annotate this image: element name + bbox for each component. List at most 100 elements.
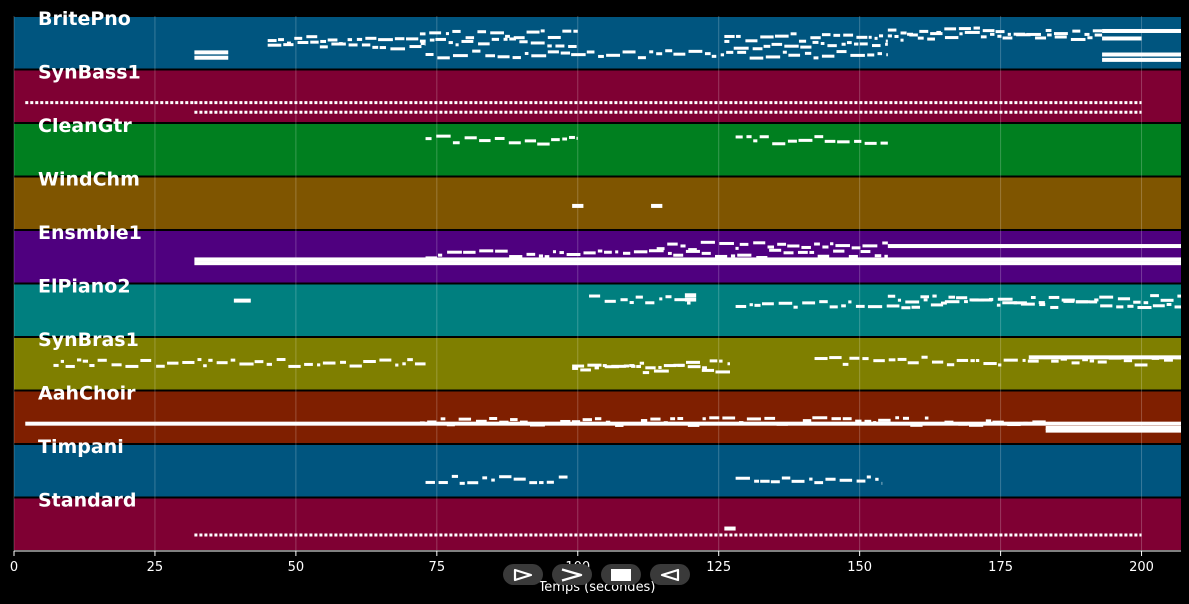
note: [860, 250, 871, 254]
note: [649, 50, 654, 54]
note: [479, 139, 491, 143]
note: [288, 364, 301, 368]
note: [992, 420, 1004, 424]
note: [505, 34, 510, 38]
note: [907, 361, 919, 365]
note: [817, 254, 830, 258]
note: [933, 422, 943, 426]
note: [798, 138, 813, 142]
note: [902, 416, 910, 420]
note: [25, 421, 1181, 426]
note: [833, 33, 841, 37]
note: [1127, 304, 1134, 308]
note: [665, 295, 672, 299]
note: [930, 32, 943, 36]
note: [746, 135, 752, 139]
note: [749, 56, 764, 60]
note: [1054, 35, 1067, 39]
note: [378, 38, 393, 42]
note: [459, 481, 465, 485]
fast-forward-button[interactable]: [552, 564, 592, 585]
note: [1030, 295, 1036, 299]
note: [620, 298, 628, 302]
note: [425, 256, 438, 260]
note: [140, 358, 152, 362]
note: [1002, 36, 1013, 40]
note: [1048, 295, 1060, 299]
note: [970, 359, 975, 363]
note: [472, 49, 481, 53]
note: [887, 294, 896, 298]
note: [372, 45, 379, 49]
note: [776, 422, 788, 426]
note: [547, 50, 559, 54]
note: [547, 35, 561, 39]
note: [479, 249, 494, 253]
note: [1177, 294, 1181, 298]
note: [491, 37, 500, 41]
note: [715, 370, 730, 374]
note: [409, 45, 422, 49]
note: [286, 41, 291, 45]
note: [322, 361, 336, 365]
note: [562, 137, 568, 141]
note: [425, 53, 434, 57]
note: [530, 41, 545, 45]
note: [746, 417, 761, 421]
note: [526, 30, 540, 34]
note: [604, 299, 616, 303]
note: [820, 41, 825, 45]
note: [629, 364, 635, 368]
note: [598, 54, 604, 58]
note: [801, 245, 811, 249]
note: [753, 139, 758, 143]
note: [980, 298, 993, 302]
note: [837, 140, 850, 144]
note: [851, 246, 861, 250]
note: [436, 134, 451, 138]
x-tick-label: 75: [429, 560, 446, 575]
note: [677, 417, 684, 421]
track-label: Standard: [38, 490, 137, 512]
note: [814, 135, 824, 139]
stop-button[interactable]: [601, 564, 641, 585]
note: [475, 419, 487, 423]
note: [495, 249, 508, 253]
note: [1102, 57, 1181, 62]
note: [566, 253, 581, 257]
note: [283, 43, 294, 47]
note: [719, 241, 734, 245]
note: [1027, 359, 1039, 363]
note: [864, 141, 877, 145]
rewind-button[interactable]: [650, 564, 690, 585]
track-row-cleangtr: [14, 124, 1181, 176]
note: [887, 28, 897, 32]
note: [759, 135, 769, 139]
note: [586, 50, 595, 54]
note: [606, 53, 620, 57]
note: [1102, 36, 1142, 41]
note: [814, 242, 820, 246]
note: [733, 46, 749, 50]
note: [911, 305, 921, 309]
note: [524, 51, 529, 55]
note: [829, 356, 842, 360]
note: [572, 203, 584, 208]
note: [673, 363, 685, 367]
note: [772, 142, 786, 146]
note: [1150, 294, 1159, 298]
note: [769, 248, 782, 252]
note: [901, 306, 911, 310]
note: [636, 365, 642, 369]
note: [944, 420, 954, 424]
note: [802, 419, 812, 423]
note: [111, 363, 122, 367]
note: [930, 303, 944, 307]
note: [297, 41, 309, 45]
note: [509, 255, 523, 259]
note: [887, 244, 1181, 249]
note: [276, 358, 286, 362]
note: [917, 36, 924, 40]
note: [1072, 29, 1081, 33]
play-button[interactable]: [503, 564, 543, 585]
